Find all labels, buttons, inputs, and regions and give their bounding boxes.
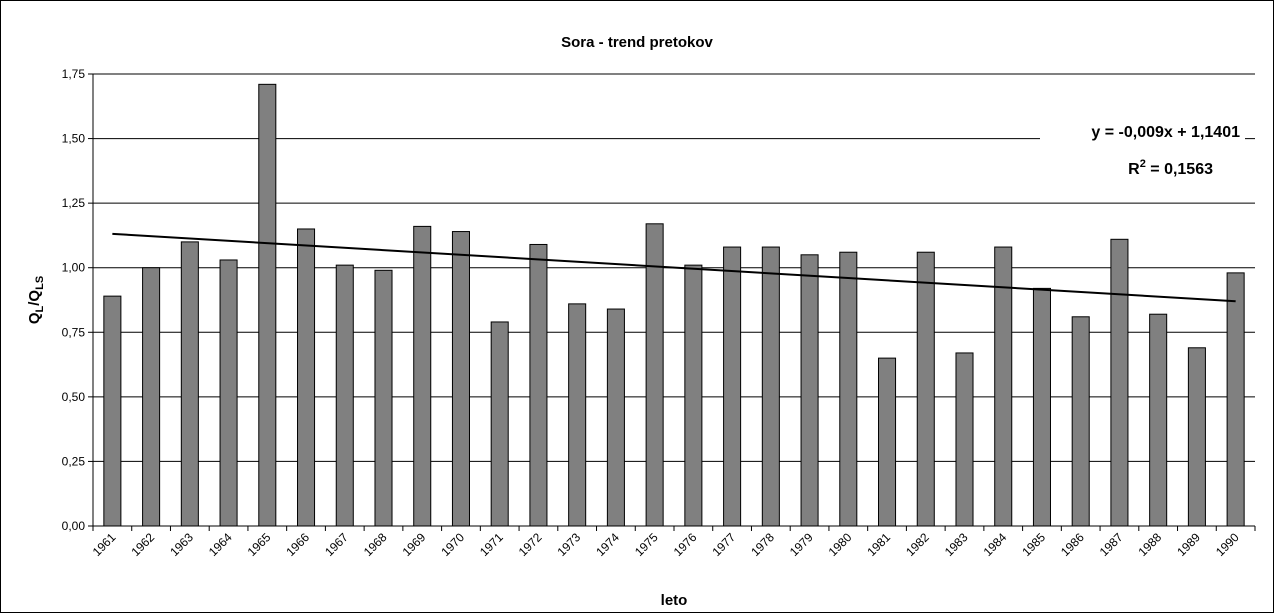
y-title-sub: L (34, 305, 46, 312)
bar (374, 269, 393, 527)
y-tick-label: 1,25 (62, 196, 86, 210)
bar (878, 357, 897, 527)
bar (180, 241, 199, 527)
bar (1032, 287, 1051, 527)
annotation-bg (1040, 119, 1245, 143)
bar (800, 254, 819, 527)
bar (761, 246, 780, 527)
bar (568, 303, 587, 527)
bar (490, 321, 509, 527)
bar (916, 251, 935, 527)
y-tick-label: 1,50 (62, 132, 86, 146)
trend-r2: R2 = 0,1563 (1128, 158, 1213, 178)
bar (645, 223, 664, 527)
bar (413, 225, 432, 527)
y-tick-label: 0,50 (62, 390, 86, 404)
r2-sup: 2 (1140, 158, 1146, 170)
y-tick-label: 0,25 (62, 454, 86, 468)
y-tick-label: 1,75 (62, 67, 86, 81)
bar (994, 246, 1013, 527)
y-axis-title: QL/QLS (26, 276, 46, 324)
annotation-bg (1085, 150, 1215, 178)
bar (297, 228, 316, 527)
bar (1149, 313, 1168, 527)
x-axis-title: leto (661, 592, 688, 609)
y-title-part: /Q (26, 290, 43, 306)
bar (839, 251, 858, 527)
bar (1187, 347, 1206, 527)
trend-equation: y = -0,009x + 1,1401 (1091, 124, 1240, 141)
bar (451, 231, 470, 527)
bar (1110, 238, 1129, 527)
bar (335, 264, 354, 527)
bar (723, 246, 742, 527)
r2-part: R (1128, 161, 1140, 178)
bar (142, 267, 161, 527)
bar (1071, 316, 1090, 527)
trend-line (112, 232, 1236, 303)
bar (103, 295, 122, 527)
bar (955, 352, 974, 527)
y-title-sub: LS (34, 276, 46, 290)
y-tick-label: 0,75 (62, 325, 86, 339)
bar (606, 308, 625, 527)
y-tick-label: 0,00 (62, 519, 86, 533)
bar (529, 243, 548, 527)
bar (258, 83, 277, 527)
chart-title: Sora - trend pretokov (561, 34, 713, 51)
y-tick-label: 1,00 (62, 261, 86, 275)
y-title-part: Q (26, 312, 43, 324)
bar (219, 259, 238, 527)
r2-part: = 0,1563 (1146, 161, 1213, 178)
bar (684, 264, 703, 527)
bar (1226, 272, 1245, 527)
